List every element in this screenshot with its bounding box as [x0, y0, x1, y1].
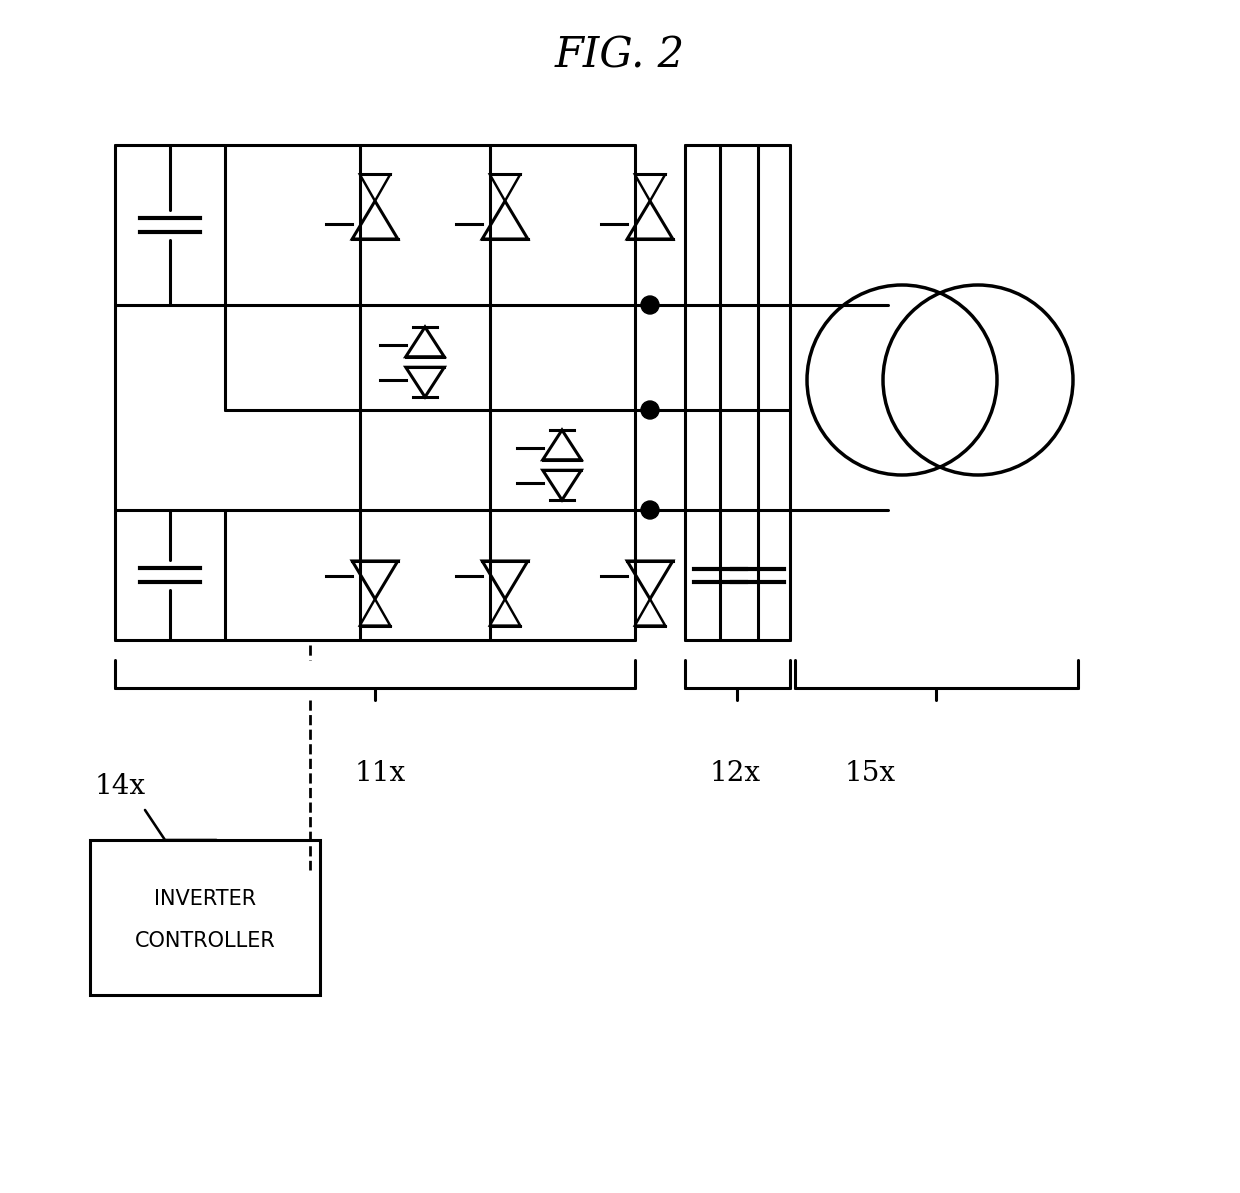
- Polygon shape: [490, 174, 521, 200]
- Text: 15x: 15x: [844, 760, 895, 787]
- Text: CONTROLLER: CONTROLLER: [135, 931, 275, 951]
- Polygon shape: [482, 200, 528, 239]
- Polygon shape: [352, 200, 398, 239]
- Polygon shape: [482, 561, 528, 599]
- Polygon shape: [360, 174, 391, 200]
- Polygon shape: [352, 561, 398, 599]
- Polygon shape: [627, 561, 673, 599]
- Circle shape: [641, 501, 658, 519]
- Text: 11x: 11x: [355, 760, 405, 787]
- Polygon shape: [405, 327, 444, 357]
- Polygon shape: [405, 367, 444, 397]
- Text: FIG. 2: FIG. 2: [556, 33, 684, 76]
- Text: 14x: 14x: [95, 773, 146, 801]
- Polygon shape: [360, 599, 391, 625]
- Circle shape: [641, 401, 658, 419]
- Polygon shape: [543, 470, 582, 500]
- Bar: [91, 840, 320, 995]
- Polygon shape: [627, 200, 673, 239]
- Text: INVERTER: INVERTER: [154, 889, 257, 909]
- Text: 12x: 12x: [709, 760, 760, 787]
- Polygon shape: [490, 599, 521, 625]
- Polygon shape: [543, 429, 582, 459]
- Circle shape: [641, 296, 658, 314]
- Polygon shape: [635, 174, 665, 200]
- Polygon shape: [635, 599, 665, 625]
